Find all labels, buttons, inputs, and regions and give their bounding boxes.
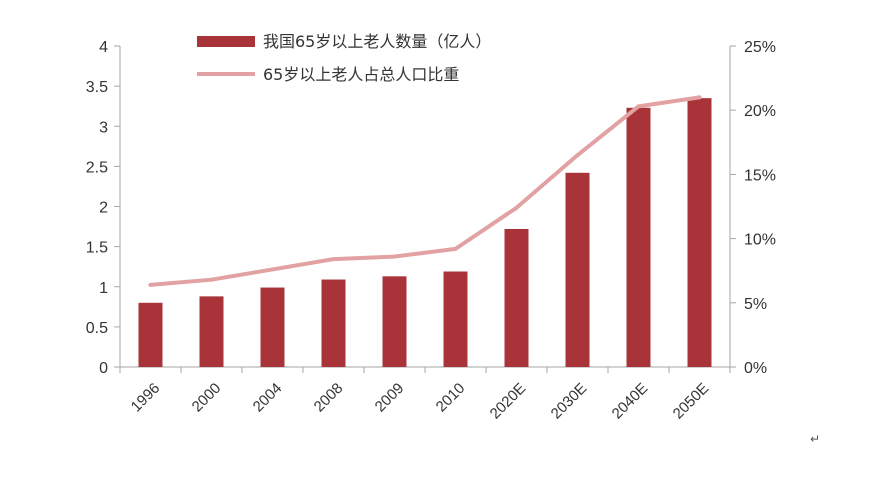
legend-label-bar: 我国65岁以上老人数量（亿人） (263, 32, 491, 51)
left-y-tick-label: 2.5 (86, 159, 108, 176)
ratio-line (148, 95, 702, 287)
x-tick-label: 1996 (128, 380, 164, 416)
right-y-tick-label: 5% (744, 296, 767, 313)
x-tick-label: 2020E (487, 380, 530, 423)
x-tick-label: 2000 (189, 380, 225, 416)
x-tick-label: 2010 (433, 380, 469, 416)
ratio-line-series (148, 95, 702, 287)
left-y-tick-labels: 0 0.5 1 1.5 2 2.5 3 3.5 4 (86, 39, 120, 377)
bar-2050E (687, 98, 712, 367)
bar-2004 (260, 287, 285, 367)
page-mark: ↵ (810, 432, 820, 446)
x-tick-label: 2050E (670, 380, 713, 423)
bar-2040E (626, 107, 651, 367)
x-tick-labels: 1996 2000 2004 2008 2009 2010 2020E 2030E 2040E 2… (119, 367, 731, 423)
bar-2030E (565, 172, 590, 367)
left-y-tick-label: 1 (99, 280, 108, 297)
ratio-point-2040E (636, 104, 641, 109)
left-y-tick-label: 1.5 (86, 240, 108, 257)
ratio-point-1996 (148, 282, 153, 287)
x-tick-label: 2008 (311, 380, 347, 416)
bars (138, 98, 712, 367)
right-y-tick-label: 0% (744, 360, 767, 377)
x-tick-label: 2040E (609, 380, 652, 423)
bar-2008 (321, 279, 346, 367)
right-y-tick-label: 10% (744, 232, 776, 249)
left-y-tick-label: 3.5 (86, 79, 108, 96)
x-tick-label: 2009 (372, 380, 408, 416)
bar-2000 (199, 296, 224, 367)
bar-2020E (504, 228, 529, 367)
ratio-point-2008 (331, 257, 336, 262)
legend: 我国65岁以上老人数量（亿人） 65岁以上老人占总人口比重 (197, 32, 491, 84)
left-y-tick-label: 4 (99, 39, 108, 56)
bar-2010 (443, 271, 468, 367)
right-y-tick-labels: 0% 5% 10% 15% 20% 25% (730, 39, 776, 377)
right-y-tick-label: 15% (744, 167, 776, 184)
ratio-point-2009 (392, 254, 397, 259)
right-y-tick-label: 25% (744, 39, 776, 56)
ratio-point-2004 (270, 267, 275, 272)
ratio-point-2030E (575, 153, 580, 158)
bar-2009 (382, 276, 407, 367)
left-y-tick-label: 2 (99, 200, 108, 217)
x-tick-label: 2030E (548, 380, 591, 423)
x-tick-label: 2004 (250, 380, 286, 416)
left-y-tick-label: 0.5 (86, 320, 108, 337)
ratio-point-2010 (453, 246, 458, 251)
ratio-point-2020E (514, 205, 519, 210)
bar-1996 (138, 302, 163, 367)
ratio-point-2000 (209, 277, 214, 282)
left-y-tick-label: 0 (99, 360, 108, 377)
legend-swatch-bar (197, 36, 255, 47)
right-y-tick-label: 20% (744, 103, 776, 120)
ratio-point-2050E (697, 95, 702, 100)
left-y-tick-label: 3 (99, 119, 108, 136)
legend-label-line: 65岁以上老人占总人口比重 (263, 65, 459, 84)
